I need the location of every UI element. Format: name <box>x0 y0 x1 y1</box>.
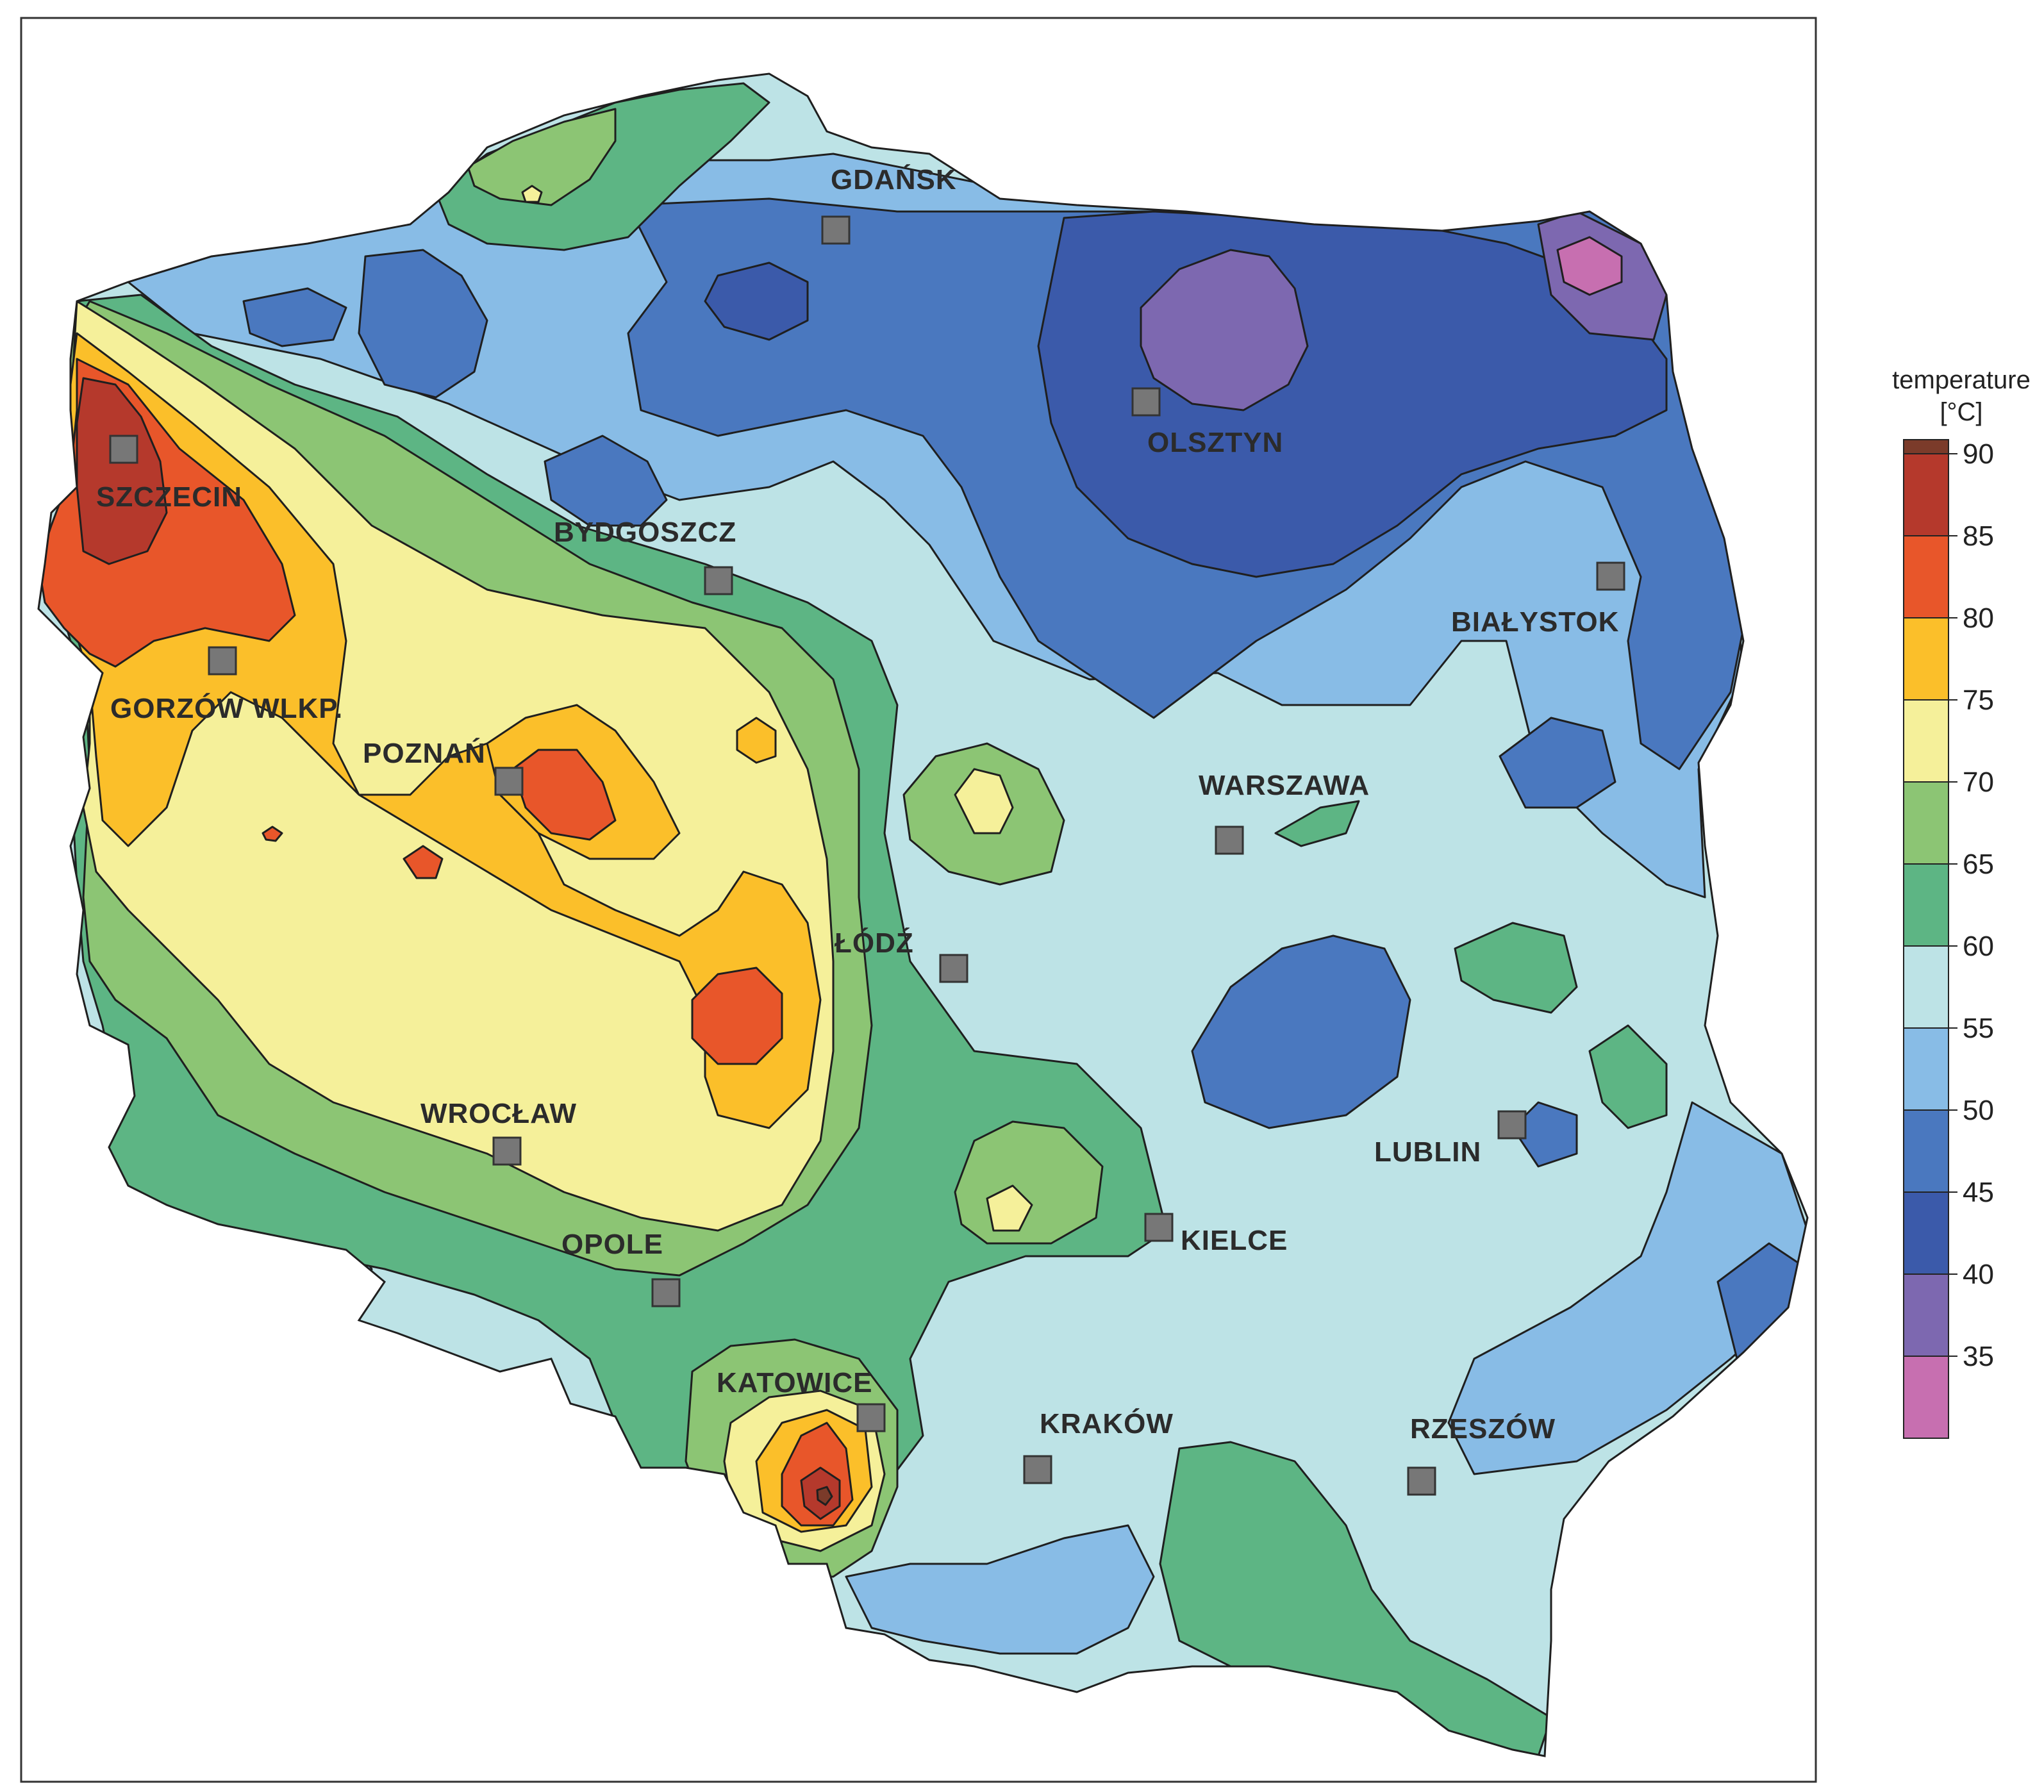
legend: temperature [°C] 90 85 80 75 70 65 60 55 50 45 40 3… <box>1892 366 2031 1439</box>
band-80-85-south <box>691 967 783 1065</box>
legend-colorbar <box>1903 439 1949 1439</box>
band-80-85-small-1 <box>403 845 444 879</box>
city-label-opole: OPOLE <box>561 1229 663 1260</box>
city-marker-gorzow[interactable] <box>208 646 237 676</box>
band-45-50-west-coast <box>242 287 347 347</box>
legend-tick-label: 40 <box>1963 1259 1994 1290</box>
legend-swatch-50-55 <box>1903 1027 1949 1111</box>
legend-tick-label: 90 <box>1963 438 1994 470</box>
city-label-warszawa: WARSZAWA <box>1199 770 1370 801</box>
city-marker-kielce[interactable] <box>1144 1213 1174 1242</box>
city-label-szczecin: SZCZECIN <box>96 481 242 513</box>
band-45-50-lublin-east <box>1499 717 1616 809</box>
legend-tick-label: 60 <box>1963 931 1994 962</box>
city-marker-warszawa[interactable] <box>1215 825 1244 855</box>
city-marker-bydgoszcz[interactable] <box>704 566 733 595</box>
city-label-gdansk: GDAŃSK <box>831 163 957 195</box>
city-marker-lodz[interactable] <box>939 954 968 983</box>
legend-swatch-85-90 <box>1903 453 1949 536</box>
city-label-lodz: ŁÓDŹ <box>835 927 914 959</box>
legend-swatch-65-70 <box>1903 781 1949 865</box>
band-45-50-lublin <box>1511 1101 1578 1168</box>
legend-tick-label: 75 <box>1963 684 1994 716</box>
band-65-70-coast <box>467 108 617 206</box>
band-85-90-szczecin <box>76 377 168 565</box>
city-label-krakow: KRAKÓW <box>1040 1407 1174 1439</box>
city-marker-gdansk[interactable] <box>821 215 851 245</box>
city-marker-katowice[interactable] <box>856 1403 886 1432</box>
legend-title: temperature <box>1892 366 2031 394</box>
city-label-bydgoszcz: BYDGOSZCZ <box>554 517 736 548</box>
city-markers: GDAŃSK OLSZTYN SZCZECIN BYDGOSZCZ BIAŁYS… <box>96 163 1625 1496</box>
band-45-50-pomerania <box>358 249 488 399</box>
city-label-poznan: POZNAŃ <box>363 737 486 769</box>
band-60-65-east-2 <box>1588 1024 1668 1129</box>
legend-tick-label: 55 <box>1963 1013 1994 1044</box>
city-marker-lublin[interactable] <box>1497 1110 1527 1140</box>
legend-tick-label: 85 <box>1963 520 1994 552</box>
band-70-75-kielce-cell <box>986 1184 1033 1232</box>
band-80-85-poznan <box>511 749 617 841</box>
band-45-50-bydgoszcz <box>544 435 668 527</box>
band-80-85-small-2 <box>262 825 283 842</box>
city-marker-opole[interactable] <box>651 1278 681 1307</box>
band-60-65-east-1 <box>1454 922 1578 1014</box>
band-60-65-southeast <box>1159 1441 1552 1756</box>
city-marker-poznan[interactable] <box>494 767 524 796</box>
legend-ticks: 90 85 80 75 70 65 60 55 50 45 40 35 <box>1948 438 1994 1372</box>
legend-swatch-80-85 <box>1903 535 1949 618</box>
legend-swatch-70-75 <box>1903 699 1949 783</box>
city-marker-szczecin[interactable] <box>109 435 138 464</box>
band-50-55-tatra <box>845 1524 1155 1655</box>
legend-tick-label: 35 <box>1963 1341 1994 1372</box>
city-marker-krakow[interactable] <box>1023 1455 1052 1484</box>
city-label-gorzow: GORZÓW WLKP. <box>110 692 343 724</box>
city-marker-rzeszow[interactable] <box>1407 1466 1436 1496</box>
legend-unit: [°C] <box>1940 398 1982 426</box>
band-above-90 <box>816 1486 833 1506</box>
legend-swatch-below-35 <box>1903 1356 1949 1439</box>
legend-swatch-55-60 <box>1903 945 1949 1029</box>
city-marker-bialystok[interactable] <box>1596 561 1625 591</box>
legend-swatch-35-40 <box>1903 1273 1949 1357</box>
legend-swatch-75-80 <box>1903 617 1949 701</box>
band-below-35 <box>1556 236 1623 296</box>
legend-swatch-40-45 <box>1903 1191 1949 1275</box>
city-label-bialystok: BIAŁYSTOK <box>1451 606 1619 638</box>
city-label-wroclaw: WROCŁAW <box>420 1098 577 1129</box>
legend-swatch-60-65 <box>1903 863 1949 947</box>
band-70-75-coast-cell <box>521 185 543 203</box>
legend-tick-label: 80 <box>1963 602 1994 634</box>
band-60-65-warszawa <box>1274 800 1360 847</box>
city-label-olsztyn: OLSZTYN <box>1147 427 1283 458</box>
band-75-80-poznan-cell <box>736 717 777 764</box>
legend-tick-label: 45 <box>1963 1177 1994 1208</box>
city-marker-olsztyn[interactable] <box>1131 387 1161 417</box>
legend-tick-label: 70 <box>1963 767 1994 798</box>
band-40-45-gdansk-cell <box>704 261 809 341</box>
legend-tick-label: 65 <box>1963 849 1994 880</box>
legend-swatch-45-50 <box>1903 1109 1949 1193</box>
legend-swatch-above-90 <box>1903 439 1949 454</box>
city-label-lublin: LUBLIN <box>1374 1136 1481 1168</box>
band-70-75-lodz-cell <box>954 768 1014 834</box>
legend-tick-label: 50 <box>1963 1095 1994 1126</box>
city-label-katowice: KATOWICE <box>717 1367 872 1398</box>
band-35-40-masuria <box>1140 249 1309 411</box>
band-45-50-central <box>1191 934 1411 1129</box>
city-label-kielce: KIELCE <box>1181 1225 1288 1256</box>
city-marker-wroclaw[interactable] <box>492 1136 522 1166</box>
city-label-rzeszow: RZESZÓW <box>1410 1413 1556 1445</box>
